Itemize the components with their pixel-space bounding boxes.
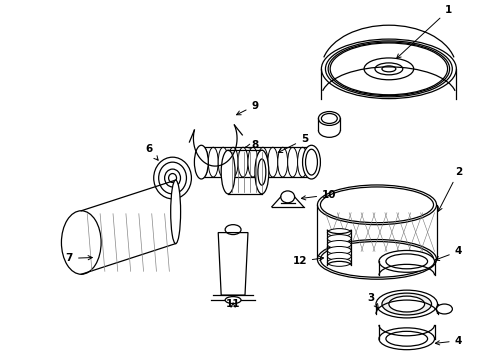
Text: 2: 2 [438,167,462,211]
Ellipse shape [165,169,180,187]
Ellipse shape [321,39,456,99]
Ellipse shape [288,147,297,177]
Text: 4: 4 [435,247,462,261]
Text: 4: 4 [436,336,462,346]
Ellipse shape [258,147,268,177]
Ellipse shape [328,42,450,96]
Ellipse shape [330,43,447,95]
Ellipse shape [228,147,238,177]
Ellipse shape [248,147,258,177]
Ellipse shape [389,296,425,312]
Text: 12: 12 [293,256,323,266]
Text: 7: 7 [66,253,92,264]
Ellipse shape [278,147,288,177]
Ellipse shape [386,254,428,269]
Text: 10: 10 [301,190,337,200]
Ellipse shape [318,239,437,279]
Ellipse shape [306,149,318,175]
Ellipse shape [437,304,452,314]
Ellipse shape [376,290,438,318]
Ellipse shape [171,180,181,244]
Ellipse shape [318,185,437,225]
Ellipse shape [382,293,432,315]
Ellipse shape [302,145,320,179]
Ellipse shape [258,159,266,185]
Ellipse shape [320,187,434,223]
Text: 9: 9 [237,100,259,115]
Ellipse shape [327,252,351,260]
Ellipse shape [318,112,340,125]
Ellipse shape [195,145,208,179]
Ellipse shape [281,191,294,203]
Ellipse shape [61,211,101,274]
Text: 6: 6 [145,144,158,160]
Ellipse shape [325,41,452,97]
Ellipse shape [320,242,434,277]
Ellipse shape [218,147,228,177]
Ellipse shape [198,147,208,177]
Text: 11: 11 [226,299,240,309]
Ellipse shape [208,147,218,177]
Ellipse shape [327,258,351,266]
Ellipse shape [327,247,351,255]
Ellipse shape [154,157,192,199]
Ellipse shape [159,162,187,194]
Ellipse shape [327,235,351,243]
Ellipse shape [327,229,351,237]
Ellipse shape [379,328,435,350]
Ellipse shape [327,240,351,248]
Ellipse shape [379,251,435,272]
Ellipse shape [375,63,403,75]
Ellipse shape [364,58,414,80]
Ellipse shape [225,225,241,235]
Ellipse shape [297,147,308,177]
Ellipse shape [255,150,269,194]
Ellipse shape [225,297,241,303]
Ellipse shape [169,174,176,183]
Ellipse shape [221,150,235,194]
Ellipse shape [268,147,278,177]
Text: 3: 3 [368,293,378,308]
Ellipse shape [382,66,396,72]
Ellipse shape [386,331,428,346]
Ellipse shape [238,147,248,177]
Text: 1: 1 [397,5,452,58]
Ellipse shape [321,113,337,123]
Text: 5: 5 [278,134,308,153]
Text: 8: 8 [245,140,259,150]
